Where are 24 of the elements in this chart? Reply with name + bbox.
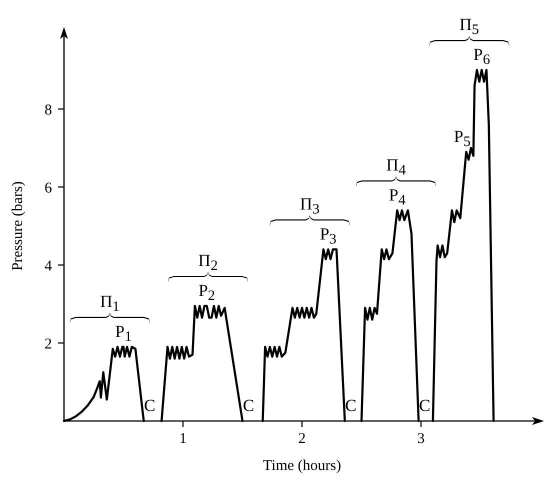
- annotation: P$_{2}$: [198, 280, 216, 304]
- y-axis-title: Pressure (bars): [10, 181, 26, 271]
- annotation: Π$_{5}$: [459, 15, 479, 38]
- y-tick-label: 4: [44, 258, 52, 274]
- annotation: P$_{4}$: [388, 185, 406, 208]
- annotation: P$_{6}$: [473, 45, 490, 68]
- annotation: C: [144, 396, 156, 415]
- x-tick-label: 2: [298, 431, 306, 447]
- annotation: P$_{5}$: [454, 126, 471, 150]
- annotation: P$_{3}$: [320, 224, 337, 247]
- y-tick-label: 6: [44, 180, 52, 196]
- x-axis-title: Time (hours): [262, 458, 342, 474]
- annotation: Π$_{3}$: [300, 194, 320, 217]
- annotation: C: [345, 396, 357, 415]
- annotation: C: [418, 396, 430, 415]
- annotation: Π$_{4}$: [386, 155, 406, 178]
- annotation: Π$_{2}$: [198, 250, 218, 274]
- y-tick-label: 8: [44, 102, 52, 118]
- annotation: Π$_{1}$: [100, 292, 120, 314]
- annotation: C: [242, 396, 254, 415]
- x-tick-label: 1: [179, 431, 187, 447]
- annotation: P$_{1}$: [115, 322, 132, 344]
- y-tick-label: 2: [44, 336, 52, 352]
- x-tick-label: 3: [417, 431, 425, 447]
